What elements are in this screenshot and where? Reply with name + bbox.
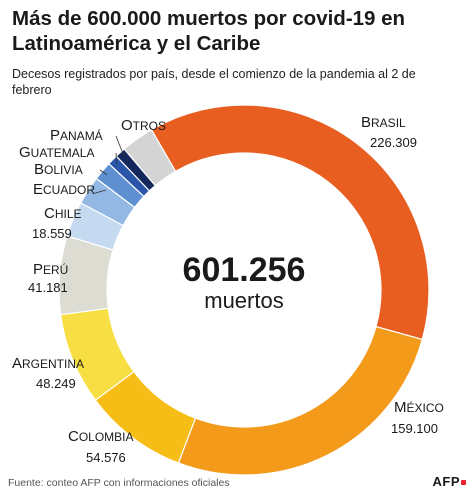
slice-value-chile: 18.559 <box>32 226 72 241</box>
slice-brasil <box>150 104 430 341</box>
total-deaths-value: 601.256 <box>183 251 306 289</box>
slice-label-argentina: ARGENTINA <box>12 355 84 372</box>
afp-logo: AFP <box>433 474 466 489</box>
source-note: Fuente: conteo AFP con informaciones ofi… <box>8 477 230 489</box>
slice-label-mexico: MÉXICO <box>394 399 444 416</box>
slice-value-peru: 41.181 <box>28 280 68 295</box>
chart-subtitle: Decesos registrados por país, desde el c… <box>12 67 416 97</box>
leader-line-panama <box>115 135 125 158</box>
leader-line-guatemala <box>115 152 118 165</box>
slice-value-argentina: 48.249 <box>36 376 76 391</box>
slice-labels: BRASIL 226.309 MÉXICO 159.100 COLOMBIA 54.576… <box>12 114 444 465</box>
chart-title: Más de 600.000 muertos por covid-19 en L… <box>12 7 406 55</box>
slice-label-chile: CHILE <box>44 205 82 222</box>
leader-lines <box>93 135 125 194</box>
slice-label-guatemala: GUATEMALA <box>19 144 94 161</box>
leader-line-ecuador <box>93 189 107 194</box>
total-deaths-label: muertos <box>204 288 283 313</box>
slice-value-brasil: 226.309 <box>370 135 417 150</box>
slice-label-panama: PANAMÁ <box>50 127 103 144</box>
slice-label-peru: PERÚ <box>33 261 68 278</box>
slice-label-colombia: COLOMBIA <box>68 428 134 445</box>
donut-slices <box>58 104 430 476</box>
slice-mexico <box>177 325 424 476</box>
slice-value-colombia: 54.576 <box>86 450 126 465</box>
slice-otros <box>123 128 177 187</box>
slice-label-brasil: BRASIL <box>361 114 406 131</box>
slice-value-mexico: 159.100 <box>391 421 438 436</box>
slice-label-ecuador: ECUADOR <box>33 181 95 198</box>
leader-line-bolivia <box>99 169 108 176</box>
slice-label-otros: OTROS <box>121 117 166 134</box>
slice-label-bolivia: BOLIVIA <box>34 161 83 178</box>
